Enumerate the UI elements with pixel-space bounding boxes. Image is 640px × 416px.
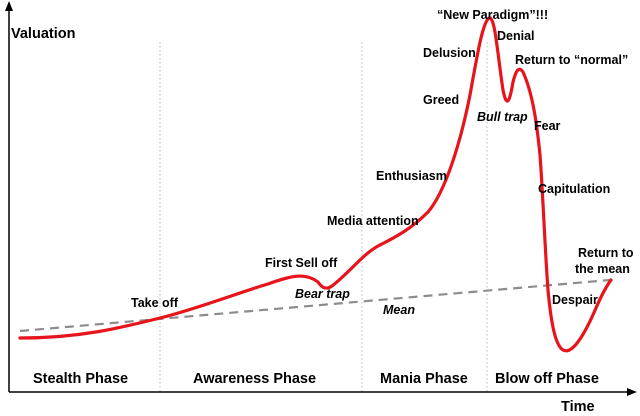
x-axis-arrowhead [627, 388, 637, 396]
label-bear-trap: Bear trap [295, 287, 350, 301]
label-return-to-the-mean-line2: the mean [575, 262, 630, 276]
label-fear: Fear [534, 119, 561, 133]
phase-label-mania: Mania Phase [380, 371, 468, 387]
mean-line [19, 278, 611, 333]
y-axis-title: Valuation [11, 26, 75, 42]
label-capitulation: Capitulation [538, 182, 610, 196]
phase-label-blow-off: Blow off Phase [495, 371, 599, 387]
phase-label-stealth: Stealth Phase [33, 371, 128, 387]
valuation-curve [18, 16, 613, 353]
phase-label-awareness: Awareness Phase [193, 371, 316, 387]
label-delusion: Delusion [423, 46, 476, 60]
label-media-attention: Media attention [327, 214, 419, 228]
label-mean: Mean [383, 303, 415, 317]
label-bull-trap: Bull trap [477, 110, 528, 124]
label-despair: Despair [552, 293, 598, 307]
x-axis-title: Time [561, 399, 595, 415]
label-return-to-the-mean-line1: Return to [578, 246, 634, 260]
label-greed: Greed [423, 93, 459, 107]
label-enthusiasm: Enthusiasm [376, 169, 447, 183]
y-axis-arrowhead [5, 1, 13, 11]
label-take-off: Take off [131, 296, 179, 310]
label-first-sell-off: First Sell off [265, 256, 338, 270]
label-return-to-normal: Return to “normal” [515, 53, 628, 67]
label-new-paradigm: “New Paradigm”!!! [437, 8, 548, 22]
label-denial: Denial [497, 29, 535, 43]
